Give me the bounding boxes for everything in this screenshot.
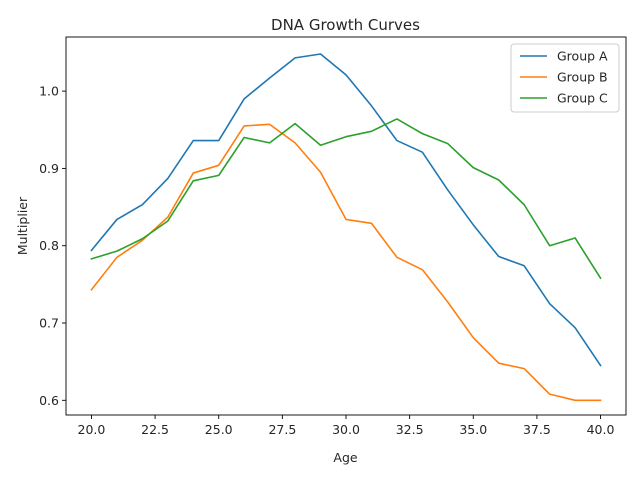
legend-box [510, 43, 620, 113]
series-line-3 [90, 118, 602, 280]
x-tick-label: 27.5 [268, 422, 296, 437]
series-line-1 [90, 53, 602, 367]
x-tick-label: 25.0 [205, 422, 233, 437]
legend-label-1: Group A [557, 49, 608, 64]
legend: Group A Group B Group C [510, 43, 620, 113]
x-tick-label: 37.5 [523, 422, 551, 437]
x-tick-label: 35.0 [459, 422, 487, 437]
y-tick-label: 0.7 [39, 316, 59, 331]
y-tick-label: 0.8 [39, 238, 59, 253]
series-lines [90, 53, 602, 402]
y-tick-label: 1.0 [39, 84, 59, 99]
series-line-2 [90, 123, 602, 402]
legend-label-3: Group C [557, 91, 608, 106]
x-tick-label: 20.0 [78, 422, 106, 437]
legend-label-2: Group B [557, 70, 608, 85]
chart-title: DNA Growth Curves [271, 16, 420, 34]
x-tick-label: 40.0 [587, 422, 615, 437]
x-tick-label: 32.5 [396, 422, 424, 437]
y-tick-label: 0.6 [39, 393, 59, 408]
x-tick-label: 22.5 [141, 422, 169, 437]
y-axis: 0.6 0.7 0.8 0.9 1.0 [39, 84, 66, 408]
x-axis: 20.0 22.5 25.0 27.5 30.0 32.5 35.0 37.5 40.0 [78, 415, 615, 437]
x-axis-label: Age [333, 450, 357, 465]
x-tick-label: 30.0 [332, 422, 360, 437]
y-axis-label: Multiplier [15, 196, 30, 255]
y-tick-label: 0.9 [39, 161, 59, 176]
